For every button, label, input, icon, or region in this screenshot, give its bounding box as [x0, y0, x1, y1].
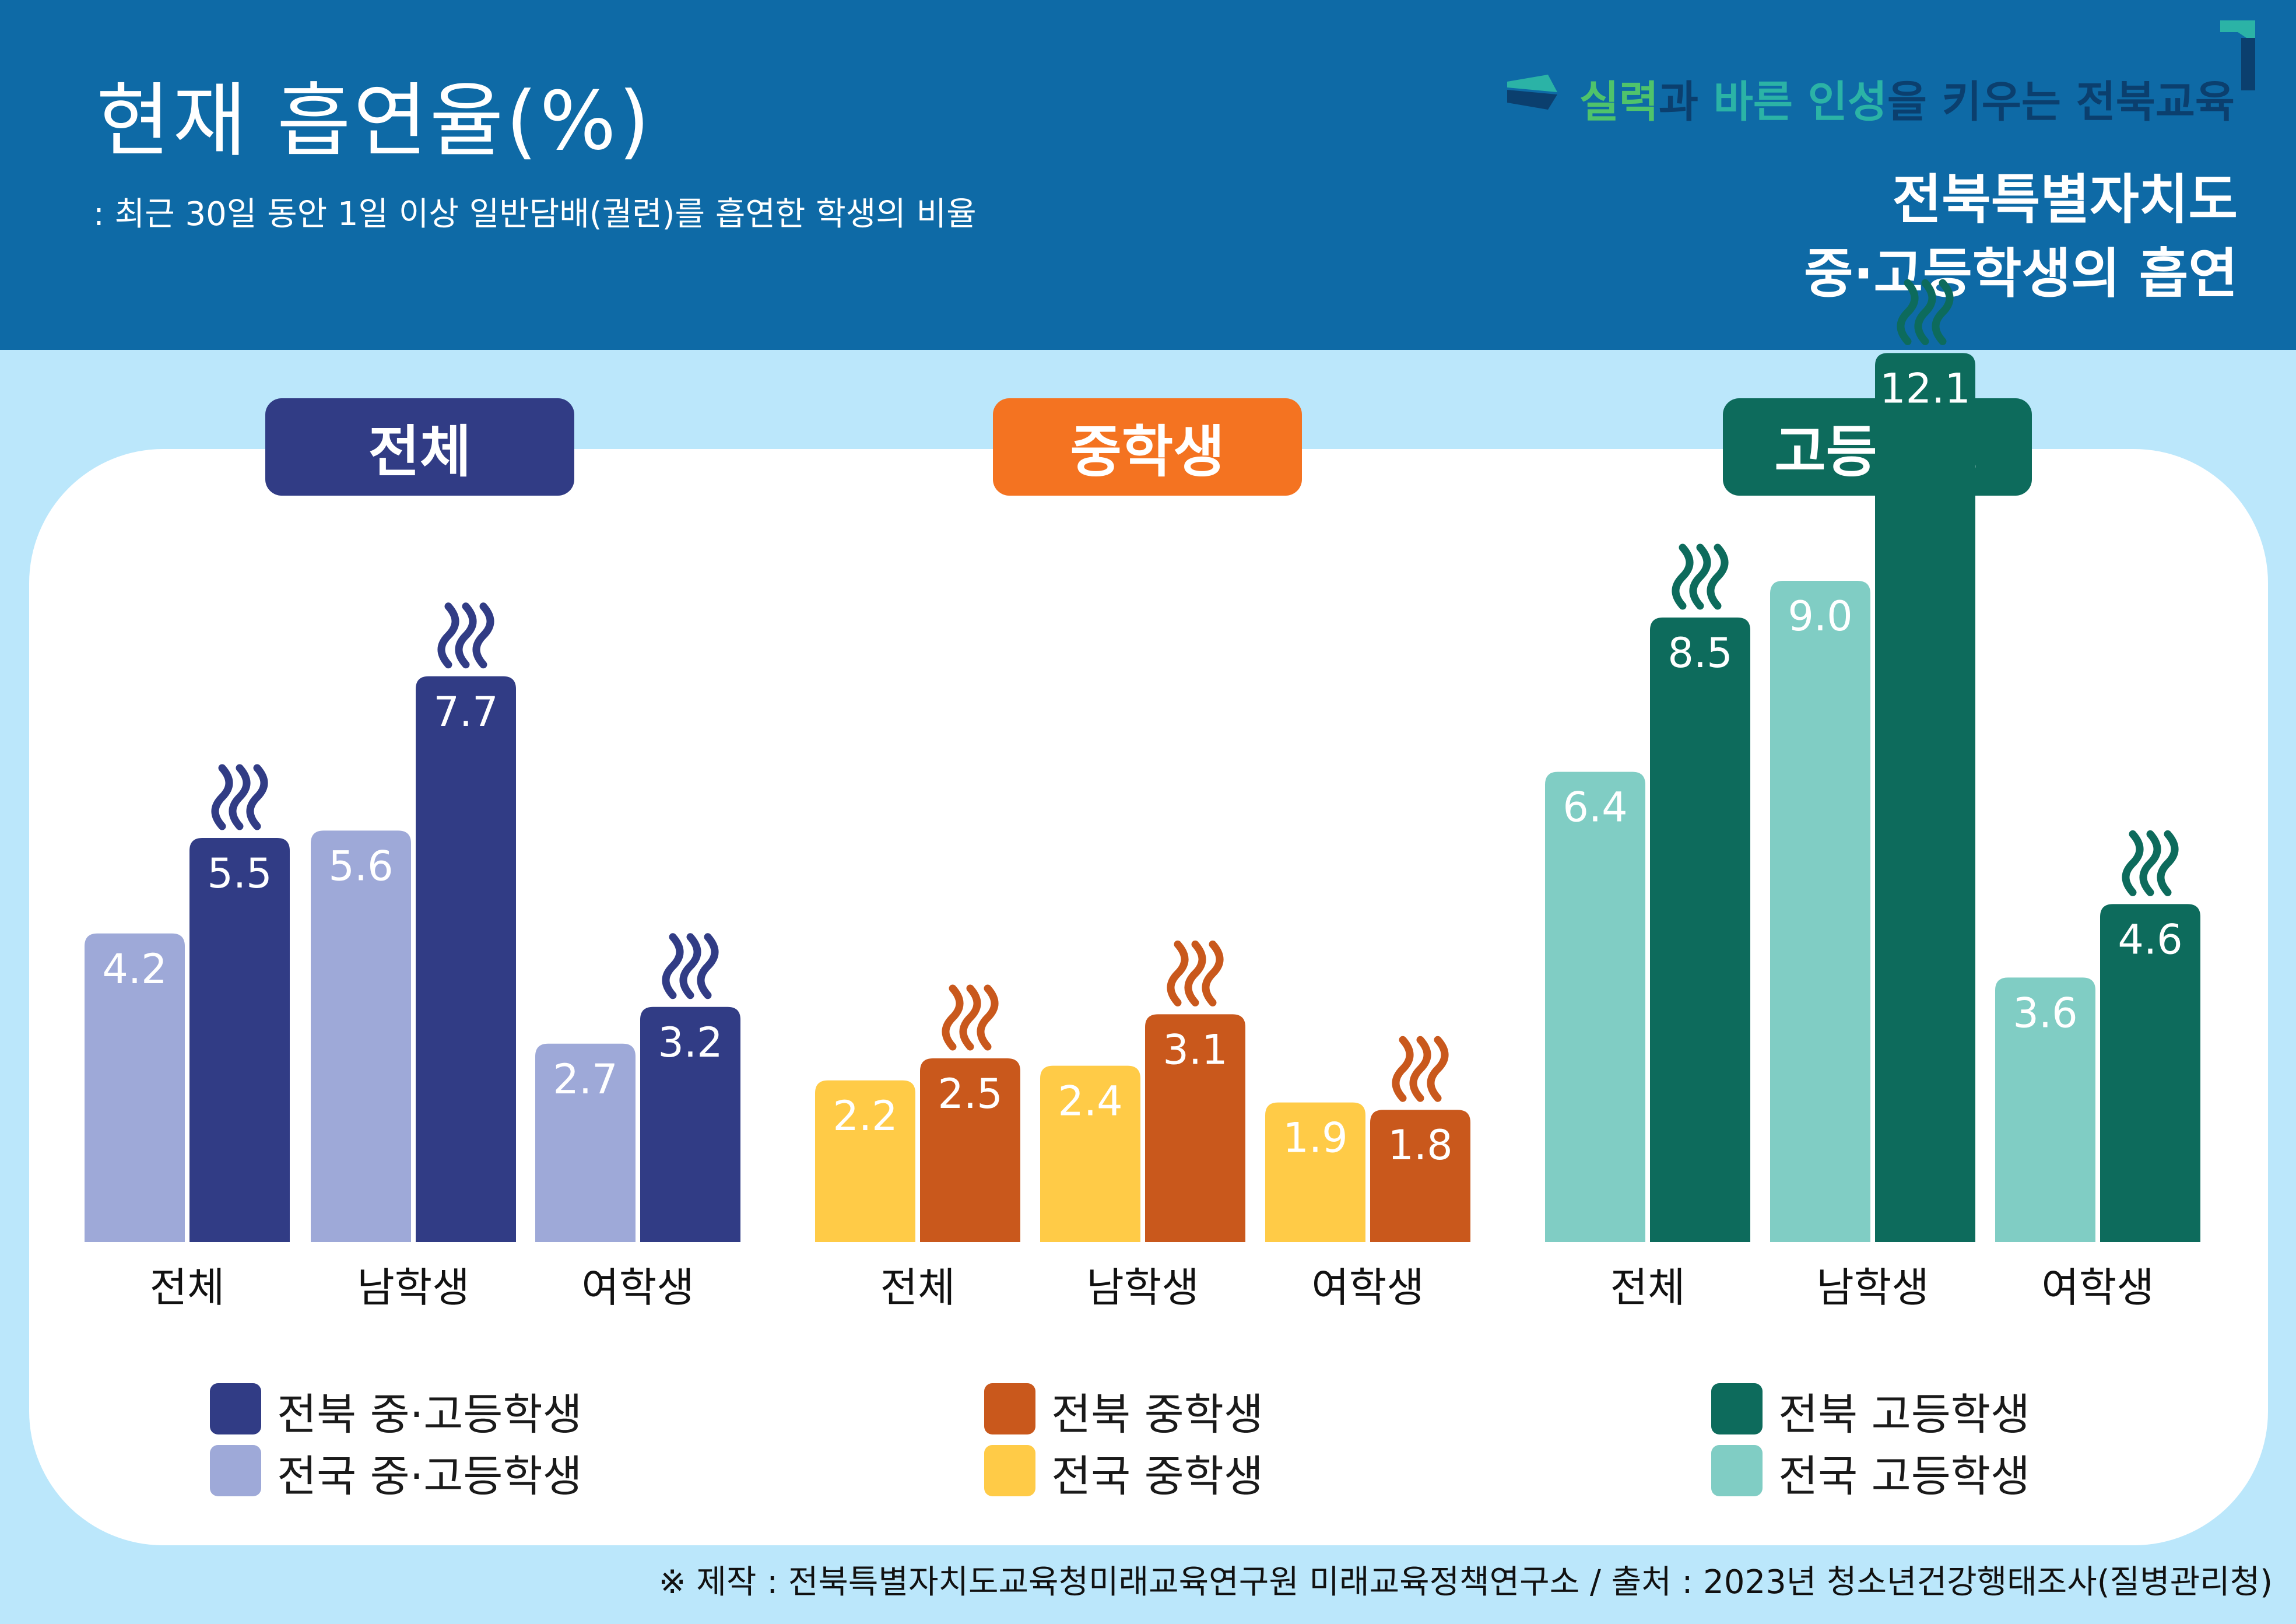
value-label-all-jb-0: 5.5: [207, 850, 272, 897]
smoke-icon-middle-1: [1167, 940, 1224, 1006]
smoke-icon-high-1: [1897, 279, 1954, 345]
bar-middle-jb-0: [920, 1058, 1020, 1242]
legend-swatch-all-nat: [210, 1445, 261, 1496]
bar-high-nat-0: [1545, 771, 1645, 1242]
value-label-all-jb-2: 3.2: [658, 1019, 722, 1067]
value-label-high-jb-0: 8.5: [1667, 629, 1732, 677]
topic-title: 중·고등학생의 흡연: [1803, 243, 2238, 305]
value-label-middle-jb-1: 3.1: [1163, 1026, 1227, 1074]
value-label-middle-jb-2: 1.8: [1388, 1121, 1452, 1169]
bar-high-jb-1: [1875, 353, 1975, 1242]
bar-middle-nat-2: [1265, 1102, 1365, 1242]
legend-swatch-all-jb: [210, 1383, 261, 1434]
value-label-all-nat-0: 4.2: [102, 945, 167, 993]
smoke-icon-middle-0: [942, 984, 999, 1051]
bar-high-nat-1: [1770, 581, 1870, 1242]
legend-swatch-high-nat: [1711, 1445, 1763, 1496]
header-banner: 현재 흡연율(%) : 최근 30일 동안 1일 이상 일반담배(궐련)를 흡연…: [0, 0, 2296, 350]
category-label-all-1: 남학생: [357, 1264, 469, 1311]
bar-middle-jb-2: [1370, 1110, 1470, 1242]
legend-label-high-jb: 전북 고등학생: [1778, 1390, 2031, 1440]
smoke-icon-all-0: [211, 764, 268, 830]
legend-swatch-middle-nat: [984, 1445, 1035, 1496]
value-label-high-jb-1: 12.1: [1880, 364, 1971, 412]
value-label-middle-jb-0: 2.5: [938, 1070, 1002, 1118]
smoke-icon-high-2: [2122, 830, 2179, 896]
category-label-high-1: 남학생: [1816, 1264, 1929, 1311]
slogan-part-4: 을 키우는 전북교육: [1887, 77, 2235, 127]
group-label-all: 전체: [265, 398, 574, 496]
smoke-icon-high-0: [1672, 543, 1729, 610]
value-label-high-nat-1: 9.0: [1788, 592, 1852, 640]
smoke-icon-all-2: [662, 933, 719, 999]
category-label-all-0: 전체: [150, 1264, 225, 1311]
value-label-middle-nat-0: 2.2: [833, 1092, 897, 1140]
group-label-middle: 중학생: [993, 398, 1302, 496]
legend-label-all-nat: 전국 중·고등학생: [277, 1451, 582, 1502]
slogan-part-2: 과: [1658, 77, 1714, 127]
bar-high-jb-2: [2100, 904, 2200, 1242]
bar-all-jb-2: [640, 1006, 740, 1242]
value-label-high-nat-2: 3.6: [2013, 989, 2077, 1037]
bar-middle-nat-1: [1040, 1065, 1140, 1242]
value-label-high-jb-2: 4.6: [2118, 916, 2182, 963]
page-subtitle: : 최근 30일 동안 1일 이상 일반담배(궐련)를 흡연한 학생의 비율: [93, 195, 977, 233]
bar-high-nat-2: [1995, 977, 2095, 1242]
source-footer: ※ 제작 : 전북특별자치도교육청미래교육연구원 미래교육정책연구소 / 출처 …: [658, 1563, 2273, 1601]
smoke-icon-middle-2: [1392, 1036, 1449, 1102]
legend-swatch-middle-jb: [984, 1383, 1035, 1434]
legend-label-high-nat: 전국 고등학생: [1778, 1451, 2031, 1502]
value-label-middle-nat-1: 2.4: [1058, 1078, 1122, 1125]
category-label-middle-2: 여학생: [1311, 1264, 1424, 1311]
slogan: 실력과 바른 인성을 키우는 전북교육: [1579, 67, 2235, 129]
page-title: 현재 흡연율(%): [96, 74, 652, 168]
corner-emblem-icon: [2220, 20, 2255, 90]
slogan-part-1: 실력: [1579, 77, 1659, 127]
legend-label-middle-jb: 전북 중학생: [1051, 1390, 1263, 1440]
bar-all-jb-1: [416, 676, 516, 1242]
category-label-middle-1: 남학생: [1086, 1264, 1199, 1311]
category-label-all-2: 여학생: [581, 1264, 694, 1311]
value-label-high-nat-0: 6.4: [1563, 784, 1627, 832]
bar-all-nat-0: [85, 933, 185, 1242]
bar-middle-jb-1: [1145, 1014, 1245, 1242]
value-label-all-nat-2: 2.7: [553, 1055, 617, 1103]
value-label-middle-nat-2: 1.9: [1283, 1114, 1347, 1162]
bar-middle-nat-0: [815, 1080, 915, 1242]
flag-logo-icon: [1507, 75, 1557, 110]
bar-all-jb-0: [189, 838, 290, 1242]
legend-label-all-jb: 전북 중·고등학생: [277, 1390, 582, 1440]
bar-all-nat-1: [311, 830, 411, 1242]
value-label-all-jb-1: 7.7: [433, 688, 498, 736]
legend-swatch-high-jb: [1711, 1383, 1763, 1434]
slogan-part-3: 바른 인성: [1713, 77, 1887, 127]
smoke-icon-all-1: [437, 602, 494, 669]
category-label-middle-0: 전체: [880, 1264, 956, 1311]
bar-all-nat-2: [535, 1043, 636, 1242]
legend-label-middle-nat: 전국 중학생: [1051, 1451, 1263, 1502]
region-title: 전북특별자치도: [1892, 169, 2238, 231]
bar-high-jb-0: [1650, 618, 1750, 1242]
value-label-all-nat-1: 5.6: [328, 842, 393, 890]
category-label-high-2: 여학생: [2041, 1264, 2154, 1311]
category-label-high-0: 전체: [1610, 1264, 1686, 1311]
